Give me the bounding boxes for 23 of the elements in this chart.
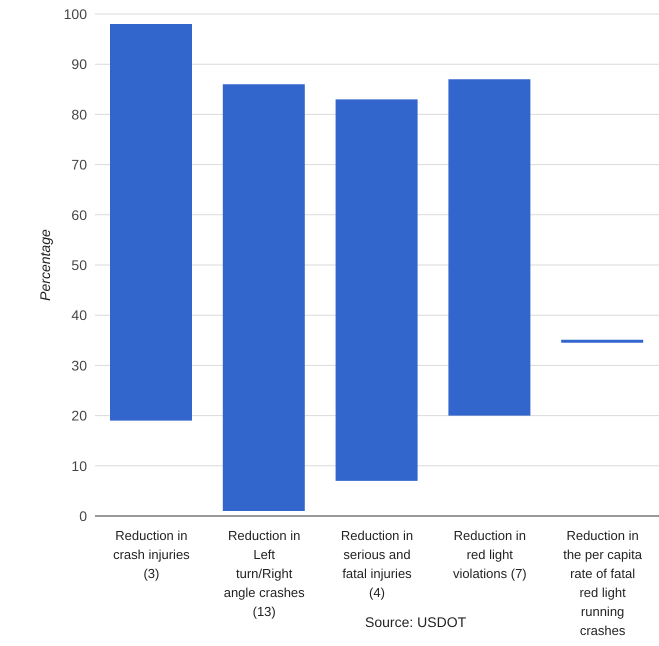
bar (336, 99, 418, 481)
x-tick-label: Reduction in red light violations (7) (452, 528, 527, 581)
y-tick-label: 60 (71, 206, 88, 223)
y-tick-label: 0 (79, 508, 88, 524)
y-tick-label: 40 (71, 307, 88, 324)
y-tick-label: 20 (71, 408, 88, 424)
bar (222, 84, 305, 511)
bar (110, 24, 192, 421)
y-tick-label: 80 (71, 106, 88, 122)
y-axis-title: Percentage (36, 228, 53, 301)
y-tick-label: 30 (71, 357, 88, 374)
bar (448, 79, 530, 416)
y-tick-label: 70 (71, 156, 88, 173)
x-tick-label: Reduction in serious and fatal injuries (4) (340, 528, 414, 600)
y-tick-label: 10 (71, 458, 88, 474)
y-tick-label: 90 (71, 56, 88, 72)
bar (561, 340, 644, 343)
y-tick-label: 100 (64, 6, 88, 22)
x-tick-label: Reduction in the per capita rate of fatal red light running crashes (563, 528, 643, 638)
x-tick-label: Reduction in Left turn/Right angle crashes (13) (224, 528, 306, 619)
y-tick-label: 50 (71, 256, 88, 273)
source-note: Source: USDOT (365, 614, 466, 630)
x-tick-label: Reduction in crash injuries (3) (113, 528, 190, 581)
